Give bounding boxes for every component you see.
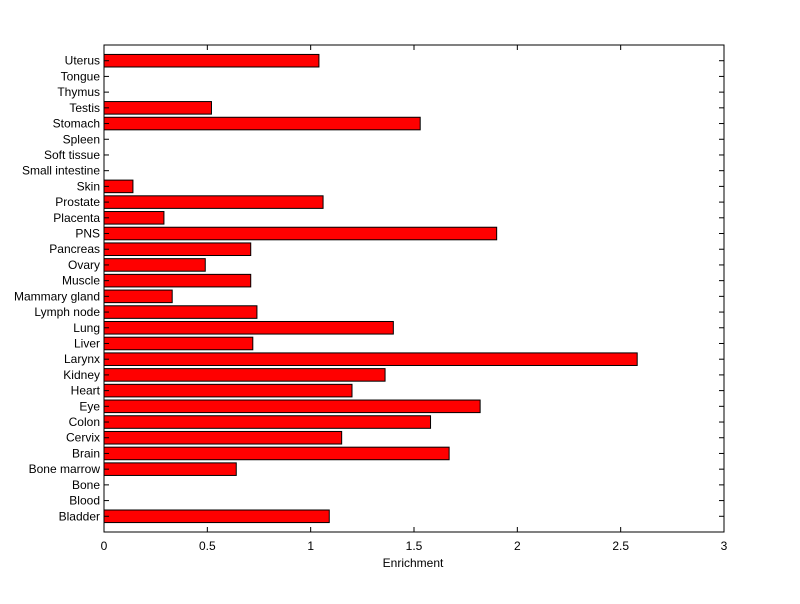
y-tick-label: Blood — [69, 494, 100, 508]
bar — [103, 462, 237, 476]
y-tick-label: Soft tissue — [44, 148, 100, 162]
y-tick-label: Testis — [69, 101, 100, 115]
y-tick-label: Lymph node — [34, 305, 100, 319]
bar — [103, 195, 324, 209]
bar — [103, 509, 330, 524]
y-tick-label: Uterus — [65, 54, 100, 68]
y-tick-label: Ovary — [68, 258, 100, 272]
y-tick-label: Small intestine — [22, 164, 100, 178]
y-tick-label: Lung — [73, 321, 100, 335]
y-tick-label: Stomach — [53, 117, 100, 131]
bar — [103, 116, 421, 131]
y-tick-label: Larynx — [64, 352, 100, 366]
bar — [103, 242, 252, 257]
bar — [103, 399, 481, 414]
x-tick-label: 2.5 — [612, 539, 629, 553]
y-tick-label: Bladder — [59, 509, 100, 523]
y-tick-label: Prostate — [55, 195, 100, 209]
bar — [103, 101, 212, 115]
y-tick-label: Mammary gland — [14, 289, 100, 303]
y-tick-label: Pancreas — [49, 242, 100, 256]
bar — [103, 289, 173, 304]
y-tick-label: Bone — [72, 478, 100, 492]
bar — [103, 430, 343, 445]
bar — [103, 320, 394, 335]
x-axis-label: Enrichment — [383, 556, 444, 570]
y-tick-label: Thymus — [57, 85, 100, 99]
y-tick-label: Muscle — [62, 274, 100, 288]
y-tick-label: Tongue — [61, 69, 101, 83]
x-tick-label: 1 — [307, 539, 314, 553]
bar — [103, 446, 450, 461]
bar — [103, 273, 252, 288]
x-tick-label: 0 — [101, 539, 108, 553]
bar — [103, 415, 432, 429]
bar — [103, 368, 386, 382]
bar — [103, 53, 320, 68]
y-tick-label: Bone marrow — [29, 462, 101, 476]
bar — [103, 258, 206, 272]
y-tick-label: Eye — [79, 399, 100, 413]
x-tick-label: 1.5 — [406, 539, 423, 553]
y-tick-label: Cervix — [66, 431, 100, 445]
y-tick-label: Brain — [72, 446, 100, 460]
y-tick-label: Colon — [69, 415, 100, 429]
x-tick-label: 0.5 — [199, 539, 216, 553]
plot-frame — [103, 44, 725, 533]
y-tick-label: Placenta — [53, 211, 100, 225]
y-tick-label: Spleen — [63, 132, 100, 146]
bar — [103, 352, 638, 366]
bar — [103, 336, 254, 351]
y-tick-label: Heart — [71, 384, 101, 398]
x-tick-label: 3 — [721, 539, 728, 553]
bar — [103, 383, 353, 398]
x-tick-label: 2 — [514, 539, 521, 553]
y-tick-label: Kidney — [63, 368, 100, 382]
bar — [103, 226, 498, 241]
y-tick-label: Skin — [77, 179, 100, 193]
bar — [103, 211, 165, 225]
bar — [103, 305, 258, 319]
y-tick-label: Liver — [74, 336, 100, 350]
y-tick-label: PNS — [75, 227, 100, 241]
